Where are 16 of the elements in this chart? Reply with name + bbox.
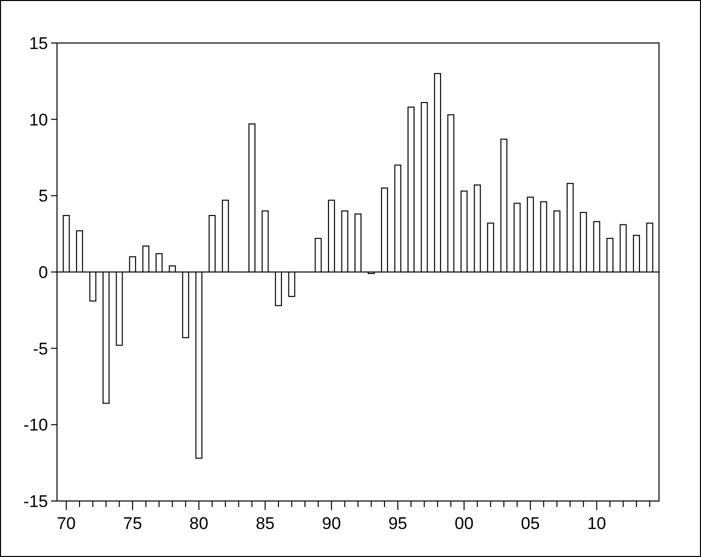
x-tick-label: 90 <box>322 514 341 533</box>
x-tick-label: 85 <box>256 514 275 533</box>
x-tick-label: 95 <box>388 514 408 533</box>
x-tick-label: 05 <box>520 514 540 533</box>
y-tick-label: -5 <box>32 339 48 358</box>
x-tick-label: 10 <box>587 514 606 533</box>
y-tick-label: -10 <box>23 416 48 435</box>
x-tick-label: 70 <box>56 514 76 533</box>
x-tick-label: 75 <box>123 514 142 533</box>
y-tick-label: 15 <box>29 34 48 53</box>
y-tick-label: 0 <box>38 262 48 282</box>
x-tick-label: 80 <box>189 514 208 533</box>
y-tick-label: 5 <box>38 186 48 206</box>
x-tick-label: 00 <box>454 514 474 533</box>
y-tick-label: -15 <box>23 492 48 511</box>
y-tick-label: 10 <box>29 110 48 130</box>
